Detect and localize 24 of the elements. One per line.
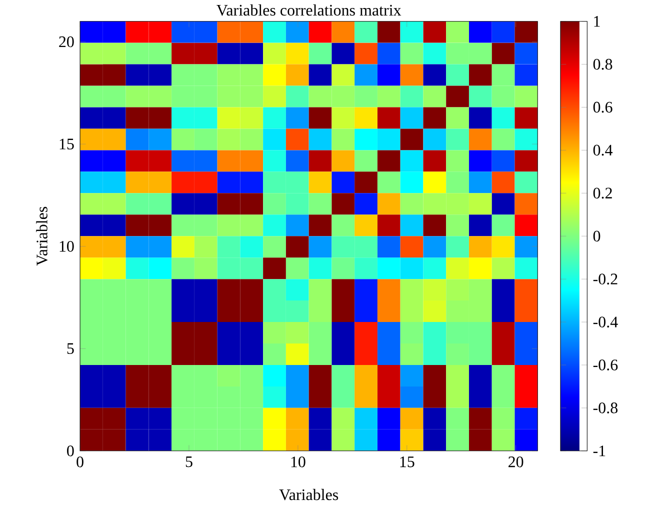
color-bar-label: 0.2 [593, 188, 612, 199]
y-axis-title: Variables [36, 207, 48, 266]
x-tick-label: 5 [186, 456, 192, 468]
x-tick-label: 20 [508, 456, 524, 468]
y-tick-label: 5 [67, 344, 74, 354]
color-bar-label: 0.8 [593, 59, 612, 70]
chart-title: Variables correlations matrix [216, 4, 402, 16]
x-axis-title: Variables [279, 489, 338, 500]
color-bar-label: -0.2 [593, 274, 618, 285]
color-bar-label: 0.4 [593, 144, 613, 156]
color-bar-label: 0 [593, 230, 600, 242]
color-bar-label: -0.8 [593, 402, 618, 414]
color-bar-label: -0.4 [593, 316, 618, 328]
y-tick-label: 0 [67, 446, 74, 456]
x-tick-label: 15 [400, 456, 414, 468]
y-tick-label: 10 [60, 241, 74, 252]
x-tick-label: 0 [76, 456, 84, 468]
color-bar-label: -1 [593, 446, 606, 456]
color-bar-label: -0.6 [593, 360, 618, 371]
color-bar-label: 1 [594, 16, 600, 27]
x-tick-label: 10 [291, 456, 306, 468]
y-tick-label: 15 [60, 138, 74, 150]
color-bar-label: 0.6 [593, 102, 612, 113]
y-tick-label: 20 [59, 36, 74, 48]
